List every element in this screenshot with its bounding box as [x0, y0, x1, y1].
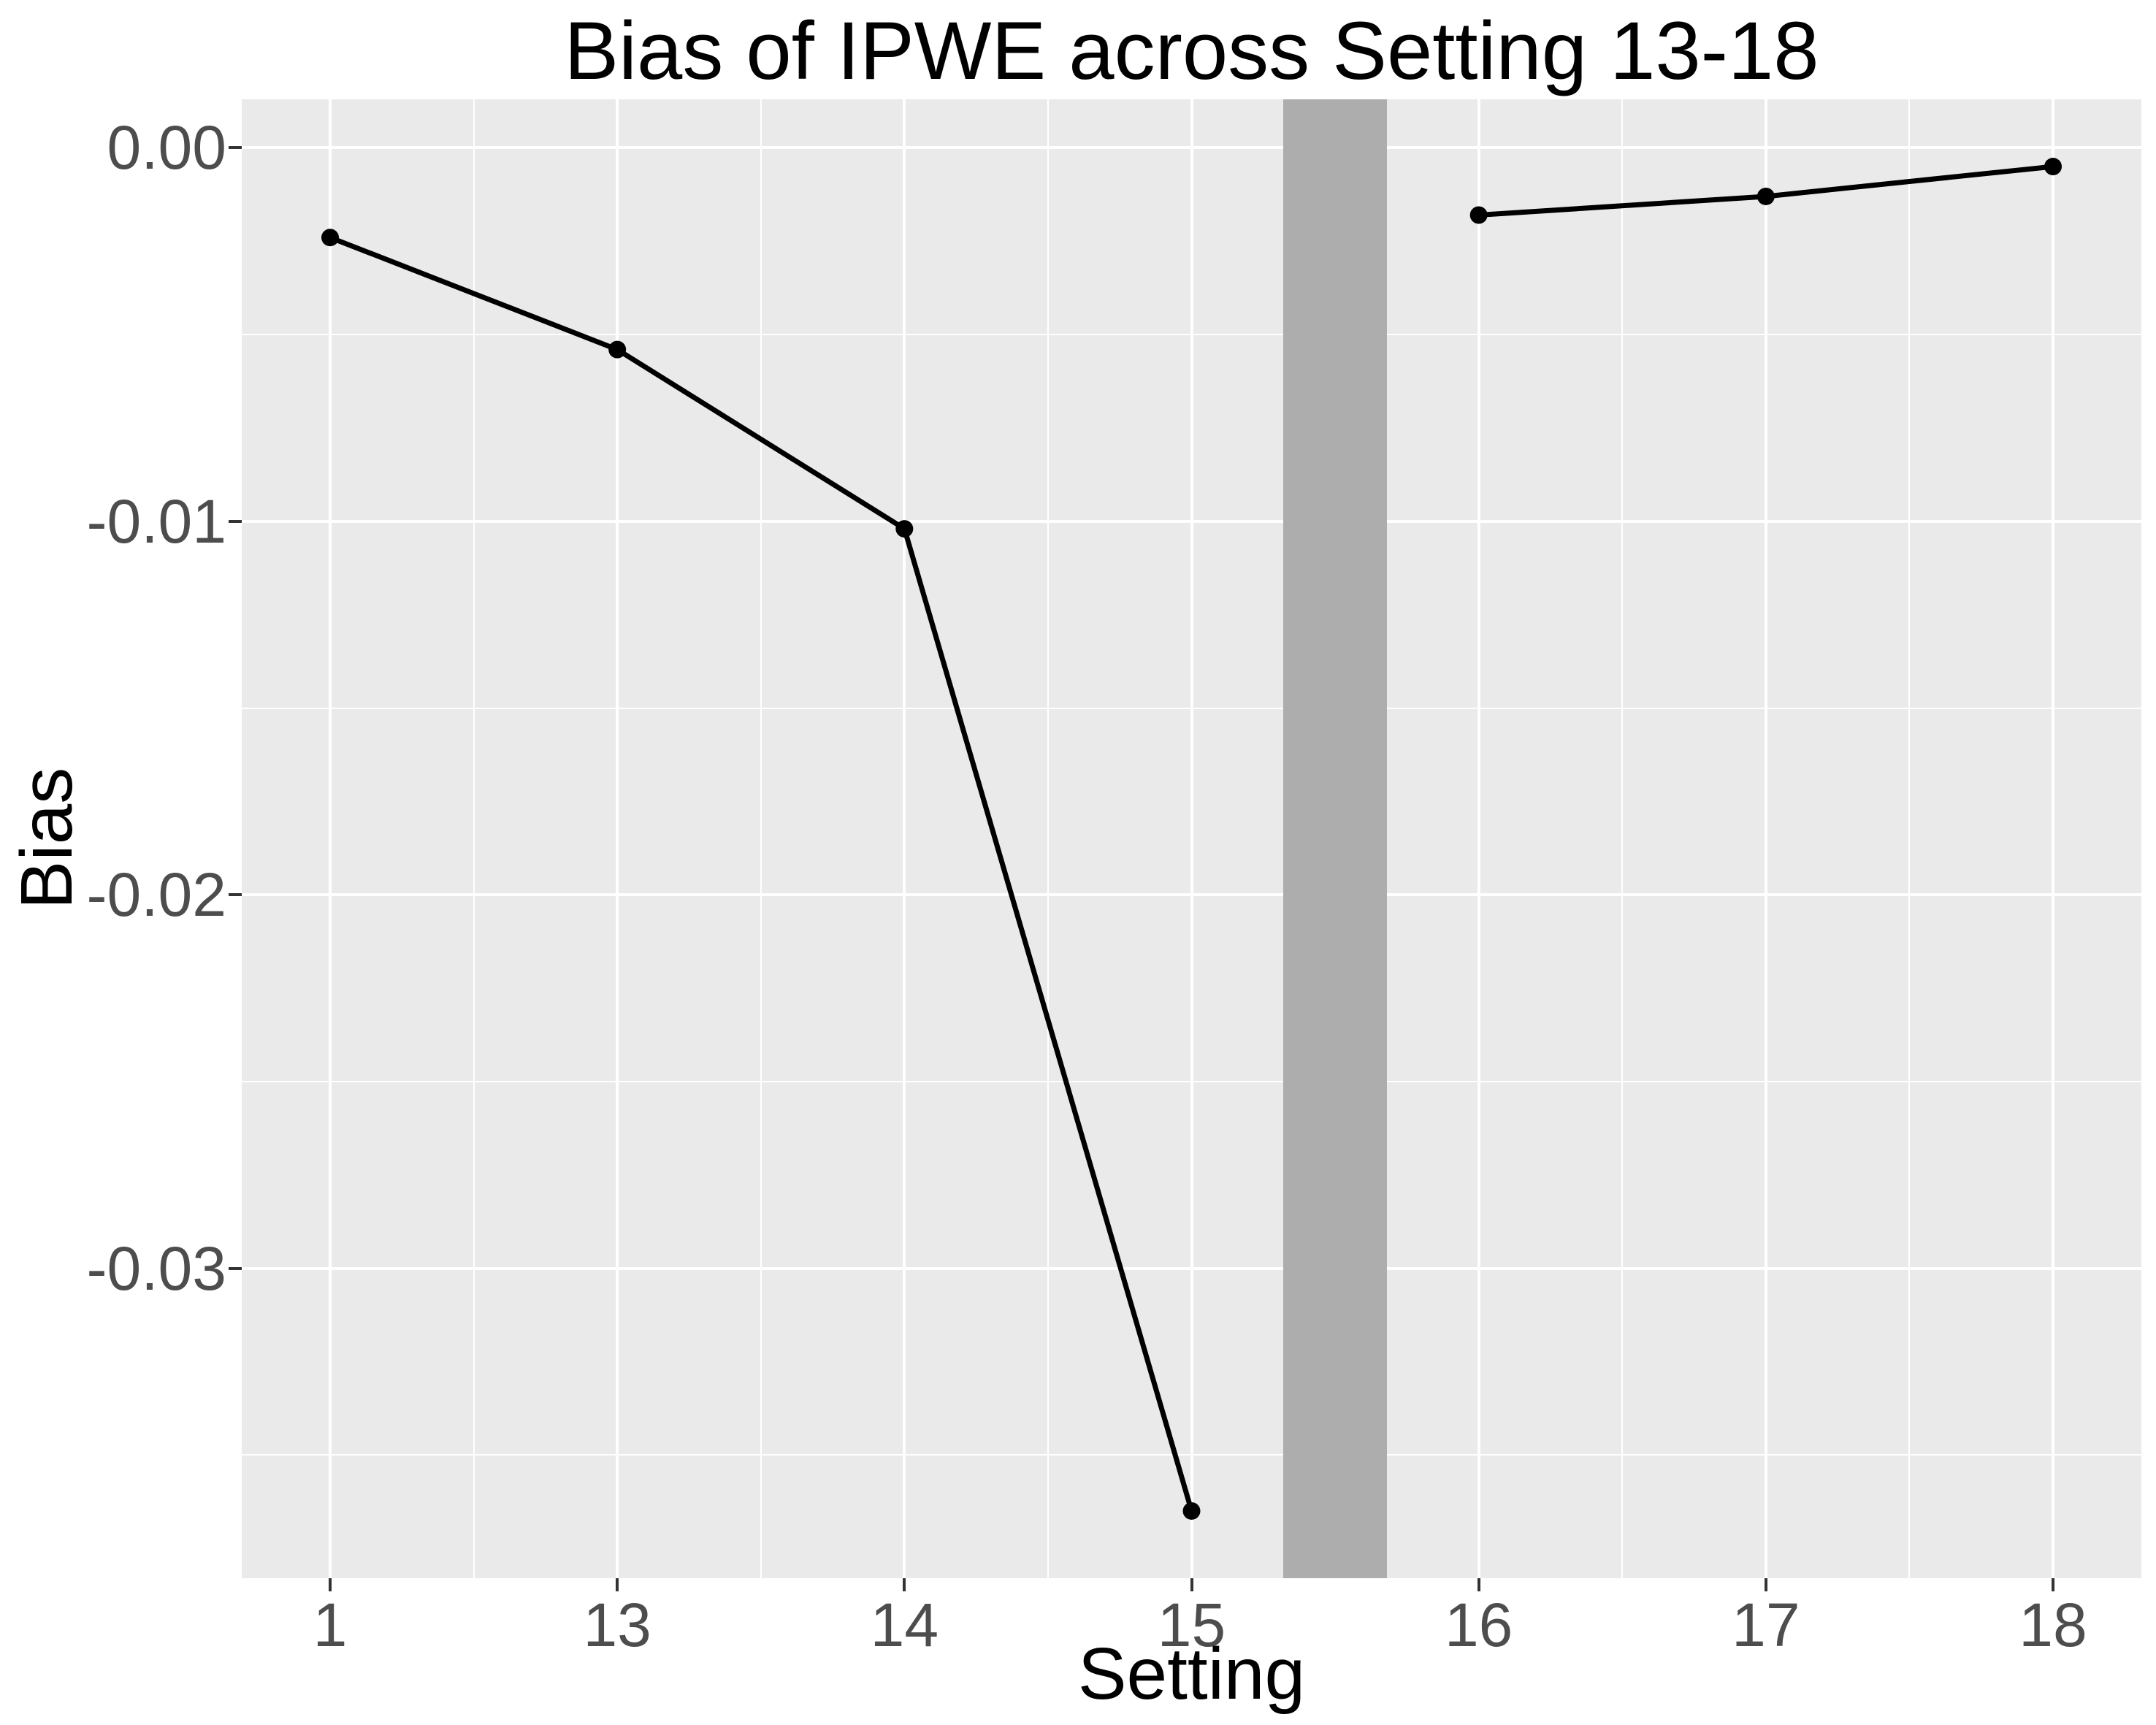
- data-point-setting-15: [1182, 1502, 1201, 1520]
- x-tick-label: 15: [1157, 1591, 1226, 1659]
- series-plot: [321, 158, 2062, 1520]
- x-tick-mark: [2052, 1578, 2054, 1591]
- x-tick-label: 18: [2019, 1591, 2087, 1659]
- gridline-major-x: [1190, 99, 1193, 1578]
- y-axis-title: Bias: [6, 767, 88, 910]
- data-point-setting-14: [895, 520, 914, 538]
- gridline-minor-x: [1047, 99, 1049, 1578]
- x-tick-mark: [1477, 1578, 1480, 1591]
- y-tick-label: -0.03: [86, 1233, 226, 1303]
- gridline-major-x: [1764, 99, 1767, 1578]
- data-point-setting-16: [1469, 206, 1488, 224]
- y-tick-mark: [229, 146, 242, 150]
- gridline-minor-x: [760, 99, 762, 1578]
- x-tick-label: 16: [1444, 1591, 1513, 1659]
- data-point-setting-13: [608, 340, 627, 359]
- x-tick-mark: [616, 1578, 619, 1591]
- data-point-setting-18: [2044, 158, 2062, 176]
- y-tick-mark: [229, 519, 242, 523]
- y-tick-label: -0.02: [86, 860, 226, 930]
- x-tick-mark: [1764, 1578, 1767, 1591]
- gridline-major-x: [903, 99, 906, 1578]
- chart-title: Bias of IPWE across Setting 13-18: [564, 5, 1819, 96]
- x-tick-label: 13: [583, 1591, 651, 1659]
- x-axis-title: Setting: [1077, 1633, 1306, 1715]
- y-tick-label: -0.01: [86, 486, 226, 556]
- x-tick-mark: [1190, 1578, 1193, 1591]
- x-tick-label: 17: [1732, 1591, 1800, 1659]
- gridline-minor-x: [473, 99, 475, 1578]
- plot-panel: [242, 99, 2141, 1578]
- data-point-setting-17: [1756, 187, 1775, 205]
- gridline-major-x: [1477, 99, 1480, 1578]
- gridline-minor-x: [1908, 99, 1911, 1578]
- data-point-setting-1: [321, 229, 339, 247]
- x-tick-label: 1: [313, 1591, 348, 1659]
- gridline-major-x: [329, 99, 332, 1578]
- series-line: [329, 234, 1194, 1512]
- y-tick-mark: [229, 893, 242, 897]
- y-tick-label: 0.00: [107, 113, 227, 183]
- gridline-minor-x: [1621, 99, 1624, 1578]
- x-tick-mark: [329, 1578, 332, 1591]
- x-tick-label: 14: [870, 1591, 939, 1659]
- gridline-major-x: [616, 99, 619, 1578]
- gridline-major-x: [2052, 99, 2054, 1578]
- separator-band: [1283, 99, 1387, 1578]
- y-tick-mark: [229, 1266, 242, 1270]
- x-tick-mark: [903, 1578, 906, 1591]
